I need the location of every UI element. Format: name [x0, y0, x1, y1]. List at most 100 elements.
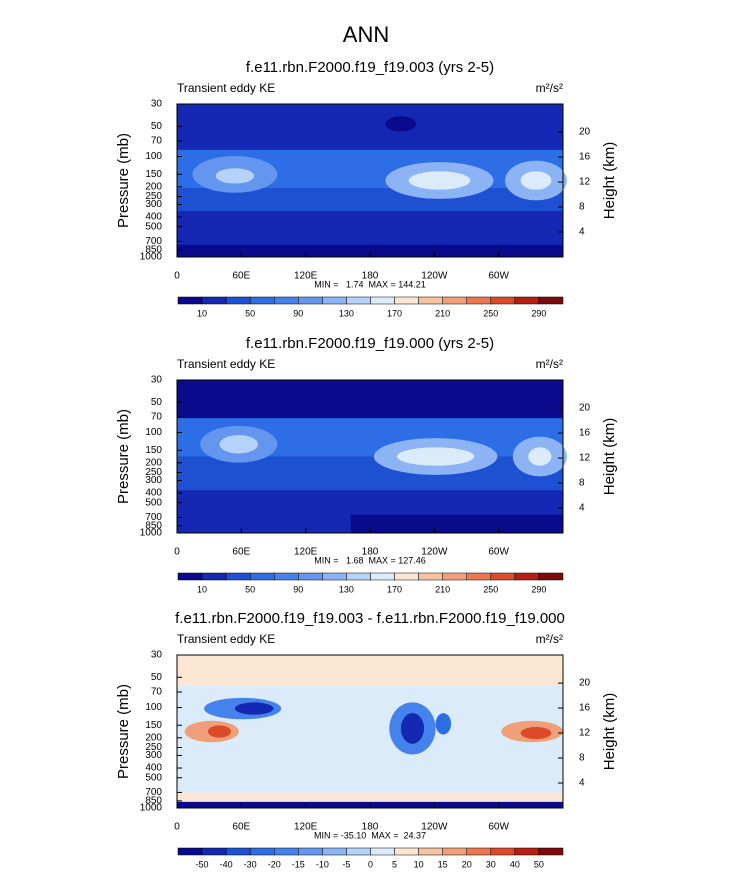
y-tick-label: 850	[145, 521, 162, 532]
colorbar-box	[249, 296, 275, 305]
y-tick-label: 200	[145, 181, 162, 192]
units-label: m²/s²	[536, 632, 563, 646]
y-tick-label: 200	[145, 457, 162, 468]
y-tick-label: 250	[145, 467, 162, 478]
min-max-label: MIN = 1.68 MAX = 127.46	[314, 555, 426, 565]
colorbar-label: -20	[268, 859, 281, 869]
y2-tick-label: 12	[579, 453, 591, 464]
y2-axis-label: Height (km)	[601, 418, 618, 496]
contour-fill	[177, 244, 563, 257]
x-tick-label: 0	[174, 547, 180, 558]
y-tick-label: 100	[145, 702, 162, 713]
colorbar-box	[370, 847, 395, 856]
colorbar-label: 90	[293, 308, 303, 318]
y-tick-label: 700	[145, 512, 162, 523]
colorbar-box	[394, 847, 419, 856]
y-tick-label: 1000	[140, 252, 163, 263]
colorbar-box	[442, 296, 467, 305]
y-axis-label: Pressure (mb)	[115, 409, 132, 504]
colorbar-box	[418, 572, 443, 581]
colorbar-label: 90	[293, 584, 303, 594]
y-tick-label: 400	[145, 763, 162, 774]
y2-tick-label: 12	[579, 177, 591, 188]
colorbar-label: 290	[531, 308, 546, 318]
x-tick-label: 0	[174, 271, 180, 282]
y-tick-label: 300	[145, 750, 162, 761]
x-tick-label: 60W	[488, 271, 509, 282]
colorbar-box	[442, 572, 467, 581]
y-tick-label: 200	[145, 732, 162, 743]
x-tick-label: 120W	[421, 547, 448, 558]
colorbar-box	[490, 572, 516, 581]
colorbar-box	[490, 847, 516, 856]
colorbar-label: -10	[316, 859, 329, 869]
colorbar-label: 30	[486, 859, 496, 869]
y-tick-label: 700	[145, 236, 162, 247]
y-axis-label: Pressure (mb)	[115, 133, 132, 228]
y-tick-label: 50	[151, 397, 163, 408]
contour-fill	[400, 713, 425, 744]
colorbar-label: 170	[387, 584, 402, 594]
colorbar-box	[225, 572, 251, 581]
y-tick-label: 400	[145, 212, 162, 223]
colorbar-box	[394, 296, 419, 305]
contour-fill	[215, 168, 255, 184]
colorbar-label: 15	[438, 859, 448, 869]
y2-axis-label: Height (km)	[601, 693, 618, 771]
x-tick-label: 60W	[488, 822, 509, 833]
contour-fill	[520, 171, 552, 190]
colorbar-box	[249, 847, 275, 856]
contour-fill	[397, 447, 475, 466]
y-tick-label: 300	[145, 475, 162, 486]
y-tick-label: 300	[145, 199, 162, 210]
y-tick-label: 70	[151, 136, 163, 147]
contour-fill	[385, 116, 417, 132]
x-tick-label: 120W	[421, 271, 448, 282]
colorbar-label: -30	[244, 859, 257, 869]
y-tick-label: 150	[145, 720, 162, 731]
x-tick-label: 0	[174, 822, 180, 833]
x-tick-label: 120E	[294, 547, 318, 558]
contour-fill	[520, 726, 552, 740]
y-tick-label: 500	[145, 772, 162, 783]
y2-axis-label: Height (km)	[601, 142, 618, 220]
x-tick-label: 180	[362, 822, 379, 833]
colorbar-box	[201, 296, 227, 305]
contour-field	[177, 380, 567, 533]
colorbar-label: 10	[414, 859, 424, 869]
colorbar-label: 50	[534, 859, 544, 869]
colorbar-label: 10	[197, 308, 207, 318]
colorbar-box	[201, 572, 227, 581]
panel-left-label: Transient eddy KE	[177, 81, 275, 95]
y-tick-label: 50	[151, 672, 163, 683]
colorbar-box	[201, 847, 227, 856]
units-label: m²/s²	[536, 357, 563, 371]
y2-tick-label: 16	[579, 703, 591, 714]
colorbar-box	[322, 572, 347, 581]
y-tick-label: 250	[145, 191, 162, 202]
y-tick-label: 70	[151, 687, 163, 698]
contour-fill	[177, 380, 563, 419]
contour-fill	[528, 447, 552, 466]
y2-tick-label: 8	[579, 753, 585, 764]
y2-tick-label: 16	[579, 428, 591, 439]
contour-fill	[207, 725, 232, 738]
colorbar-box	[225, 847, 251, 856]
colorbar-box	[225, 296, 251, 305]
y-tick-label: 30	[151, 99, 163, 110]
y-tick-label: 850	[145, 245, 162, 256]
colorbar-box	[177, 847, 203, 856]
x-tick-label: 120E	[294, 822, 318, 833]
y-tick-label: 850	[145, 796, 162, 807]
colorbar-label: 10	[197, 584, 207, 594]
y-tick-label: 70	[151, 412, 163, 423]
x-tick-label: 60E	[232, 547, 250, 558]
contour-field	[177, 104, 567, 257]
colorbar-box	[394, 572, 419, 581]
y-tick-label: 100	[145, 151, 162, 162]
colorbar-label: 5	[392, 859, 397, 869]
x-tick-label: 180	[362, 547, 379, 558]
colorbar-box	[322, 847, 347, 856]
x-tick-label: 60W	[488, 547, 509, 558]
